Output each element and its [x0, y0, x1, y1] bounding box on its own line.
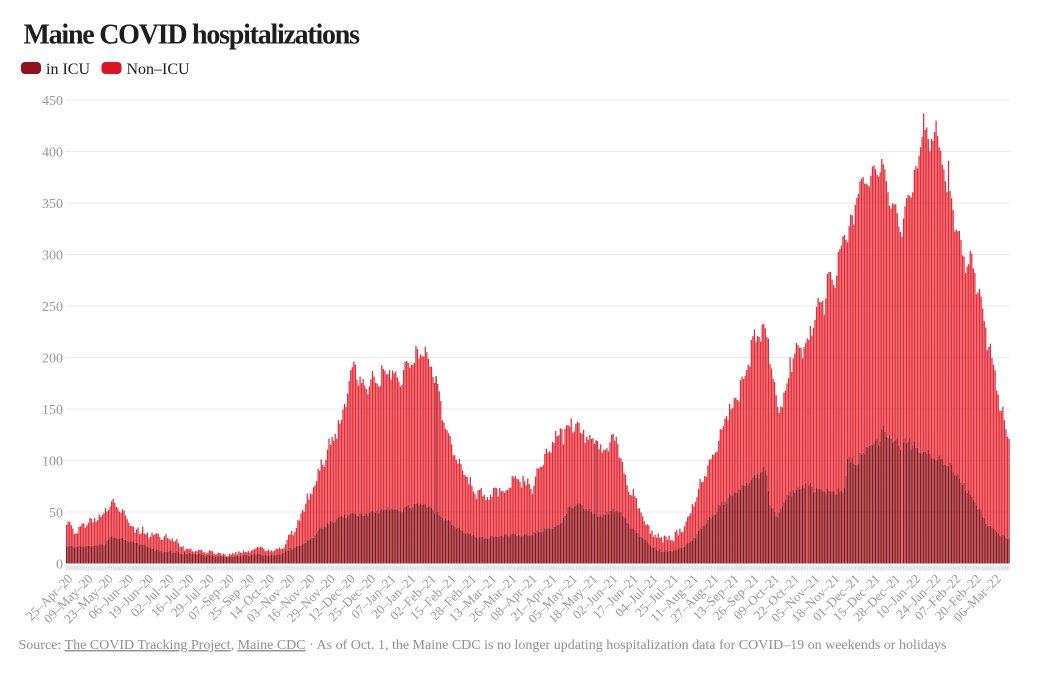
svg-text:50: 50 — [49, 506, 63, 521]
svg-text:400: 400 — [42, 145, 63, 160]
svg-text:0: 0 — [56, 557, 63, 572]
svg-text:Maine COVID hospitalizations: Maine COVID hospitalizations — [24, 20, 361, 51]
svg-text:Source: The COVID Tracking Pro: Source: The COVID Tracking Project, Main… — [19, 638, 947, 653]
svg-text:300: 300 — [42, 248, 63, 263]
svg-text:150: 150 — [42, 403, 63, 418]
svg-text:350: 350 — [42, 197, 63, 212]
svg-text:Non–ICU: Non–ICU — [127, 61, 191, 78]
svg-text:200: 200 — [42, 351, 63, 366]
svg-text:450: 450 — [42, 94, 63, 109]
svg-text:100: 100 — [42, 454, 63, 469]
svg-text:250: 250 — [42, 300, 63, 315]
svg-text:in ICU: in ICU — [46, 61, 90, 78]
